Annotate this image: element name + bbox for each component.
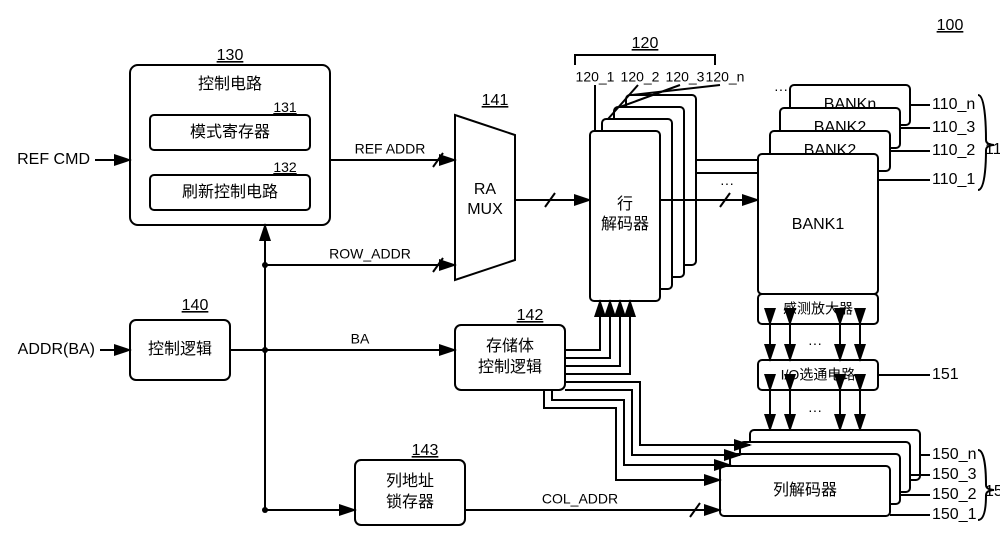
col-dec-sub-3: 150_3 bbox=[932, 466, 977, 483]
mem-ctrl-box bbox=[455, 325, 565, 390]
bank-sub-3: 110_3 bbox=[932, 119, 975, 136]
control-logic-label: 控制逻辑 bbox=[148, 340, 212, 358]
bank1-label: BANK1 bbox=[792, 216, 845, 233]
mc-cd-wire bbox=[565, 382, 750, 445]
ra-mux-label-top: RA bbox=[474, 181, 497, 198]
ra-mux-label-bot: MUX bbox=[467, 201, 503, 218]
col-latch-label-bot: 锁存器 bbox=[386, 493, 434, 511]
row-dec-sub2: 120_2 bbox=[621, 69, 660, 85]
bank-sub-2: 110_2 bbox=[932, 142, 975, 159]
col-dec-label: 列解码器 bbox=[773, 481, 837, 499]
addr-ba-label: ADDR(BA) bbox=[18, 341, 95, 358]
col-addr-label: COL_ADDR bbox=[542, 491, 618, 507]
svg-text:···: ··· bbox=[720, 175, 734, 191]
mc-rd-wire bbox=[565, 301, 600, 350]
ref-addr-label: REF ADDR bbox=[355, 141, 426, 157]
ba-label: BA bbox=[351, 331, 370, 347]
io-gate-num: 151 bbox=[932, 366, 959, 383]
bank-sub-1: 110_1 bbox=[932, 171, 975, 188]
ref-cmd-label: REF CMD bbox=[17, 151, 90, 168]
svg-text:···: ··· bbox=[774, 81, 788, 97]
mode-reg-num: 131 bbox=[273, 99, 297, 115]
row-dec-sub1: 120_1 bbox=[576, 69, 615, 85]
refresh-label: 刷新控制电路 bbox=[182, 183, 278, 201]
control-circuit-num: 130 bbox=[217, 47, 244, 64]
svg-text:150: 150 bbox=[985, 483, 1000, 500]
mem-ctrl-label-bot: 控制逻辑 bbox=[478, 358, 542, 376]
row-dec-group-num: 120 bbox=[632, 35, 659, 52]
svg-text:···: ··· bbox=[808, 335, 822, 351]
bank-sub-n: 110_n bbox=[932, 96, 975, 113]
col-dec-sub-2: 150_2 bbox=[932, 486, 977, 503]
mc-rd-wire bbox=[565, 301, 620, 366]
refresh-num: 132 bbox=[273, 159, 297, 175]
mem-ctrl-num: 142 bbox=[517, 307, 544, 324]
mem-ctrl-label-top: 存储体 bbox=[486, 337, 534, 355]
row-addr-label: ROW_ADDR bbox=[329, 246, 411, 262]
col-latch-num: 143 bbox=[412, 442, 439, 459]
col-dec-sub-n: 150_n bbox=[932, 446, 977, 463]
diagram-number: 100 bbox=[937, 17, 964, 34]
row-dec-sub3: 120_3 bbox=[666, 69, 705, 85]
svg-text:···: ··· bbox=[808, 402, 822, 418]
row-dec-label-top: 行 bbox=[617, 195, 633, 213]
row-dec-brace bbox=[575, 55, 715, 65]
control-logic-num: 140 bbox=[182, 297, 209, 314]
row-dec-label-bot: 解码器 bbox=[601, 215, 649, 233]
sense-amp-label: 感测放大器 bbox=[783, 301, 853, 317]
ra-mux-num: 141 bbox=[482, 92, 509, 109]
col-latch-label-top: 列地址 bbox=[386, 472, 434, 490]
mode-reg-label: 模式寄存器 bbox=[190, 123, 270, 141]
col-latch-box bbox=[355, 460, 465, 525]
svg-text:110: 110 bbox=[985, 141, 1000, 158]
row-dec-subn: 120_n bbox=[706, 69, 745, 85]
io-gate-label: I/O选通电路 bbox=[781, 367, 856, 383]
col-dec-sub-1: 150_1 bbox=[932, 506, 977, 523]
control-circuit-label: 控制电路 bbox=[198, 75, 262, 93]
